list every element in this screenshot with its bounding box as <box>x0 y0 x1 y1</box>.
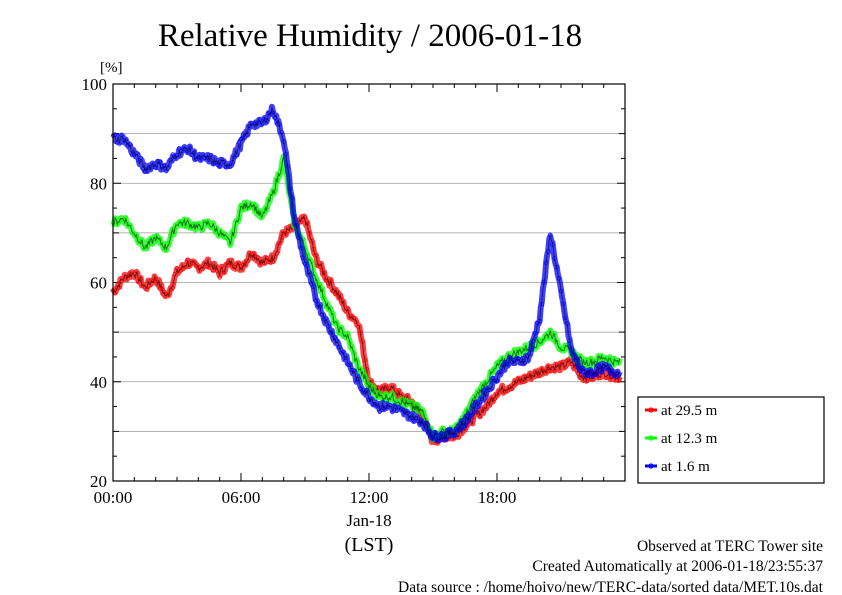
data-point <box>264 256 269 261</box>
data-point <box>533 331 538 336</box>
data-point <box>313 253 318 258</box>
data-point <box>582 369 587 374</box>
data-point <box>384 405 389 410</box>
y-tick-label: 60 <box>90 274 107 293</box>
data-point <box>586 371 591 376</box>
data-point <box>537 342 542 347</box>
x-axis-label: (LST) <box>345 534 394 556</box>
data-point <box>518 379 523 384</box>
data-point <box>245 258 250 263</box>
y-tick-label: 100 <box>82 75 108 94</box>
data-point <box>584 359 589 364</box>
data-point <box>196 265 201 270</box>
series-2 <box>110 153 623 443</box>
data-point <box>221 270 226 275</box>
series-line <box>112 156 621 441</box>
data-point <box>168 158 173 163</box>
site-annotation: Observed at TERC Tower site <box>637 538 823 555</box>
data-point <box>597 375 602 380</box>
x-tick-label: 06:00 <box>222 488 261 507</box>
data-point <box>209 262 214 267</box>
data-point <box>185 149 190 154</box>
y-axis-unit: [%] <box>100 60 123 76</box>
data-series <box>110 103 623 446</box>
created-annotation: Created Automatically at 2006-01-18/23:5… <box>532 558 823 575</box>
data-point <box>189 260 194 265</box>
data-point <box>533 370 538 375</box>
data-point <box>221 160 226 165</box>
data-point <box>616 360 621 365</box>
data-point <box>198 156 203 161</box>
x-tick-label: 18:00 <box>478 488 517 507</box>
data-point <box>541 337 547 342</box>
data-point <box>347 362 352 368</box>
data-point <box>405 393 410 398</box>
data-point <box>398 407 404 412</box>
plot-frame <box>112 83 626 482</box>
legend-marker <box>648 435 654 441</box>
data-point <box>563 365 568 370</box>
data-point <box>277 240 282 245</box>
data-point <box>392 398 397 404</box>
legend-item: at 1.6 m <box>645 459 710 475</box>
series-3 <box>110 103 623 444</box>
x-tick-label: 12:00 <box>350 488 389 507</box>
data-point <box>435 436 440 441</box>
y-tick-label: 20 <box>90 472 107 491</box>
legend-label: at 29.5 m <box>661 403 718 419</box>
data-point <box>430 435 436 440</box>
data-point <box>117 218 122 224</box>
legend-marker <box>648 463 654 469</box>
date-label: Jan-18 <box>346 511 391 530</box>
legend-label: at 1.6 m <box>661 459 710 475</box>
series-line <box>112 215 621 444</box>
chart-title: Relative Humidity / 2006-01-18 <box>158 18 582 54</box>
data-point <box>499 369 504 374</box>
data-point <box>198 225 203 230</box>
y-tick-label: 80 <box>90 174 107 193</box>
data-point <box>206 157 212 162</box>
data-point <box>392 404 397 409</box>
data-point <box>571 352 576 358</box>
x-axis-ticks: 00:00 06:00 12:00 18:00 <box>94 84 626 507</box>
data-point <box>612 373 617 378</box>
data-point <box>492 366 498 371</box>
data-point <box>490 369 495 374</box>
x-tick-label: 00:00 <box>94 488 133 507</box>
data-point <box>194 156 199 161</box>
data-point <box>192 260 197 265</box>
legend-marker <box>648 407 654 413</box>
legend-item: at 12.3 m <box>645 431 718 447</box>
y-axis-ticks: 20 40 60 80 100 <box>82 75 625 491</box>
y-tick-label: 40 <box>90 373 107 392</box>
data-point <box>320 312 325 317</box>
data-point <box>160 241 165 246</box>
data-point <box>558 347 564 352</box>
data-point <box>599 354 604 359</box>
legend: at 29.5 m at 12.3 m at 1.6 m <box>637 396 825 484</box>
legend-label: at 12.3 m <box>661 431 718 447</box>
legend-box <box>637 396 825 484</box>
data-point <box>548 368 553 373</box>
data-point <box>183 265 188 270</box>
data-source-annotation: Data source : /home/hoivo/new/TERC-data/… <box>398 579 824 595</box>
data-point <box>202 219 207 225</box>
data-point <box>573 357 579 362</box>
data-point <box>371 401 376 407</box>
legend-item: at 29.5 m <box>645 403 718 419</box>
series-line <box>112 106 621 441</box>
data-point <box>516 376 521 382</box>
data-point <box>219 157 224 162</box>
data-point <box>185 219 190 224</box>
